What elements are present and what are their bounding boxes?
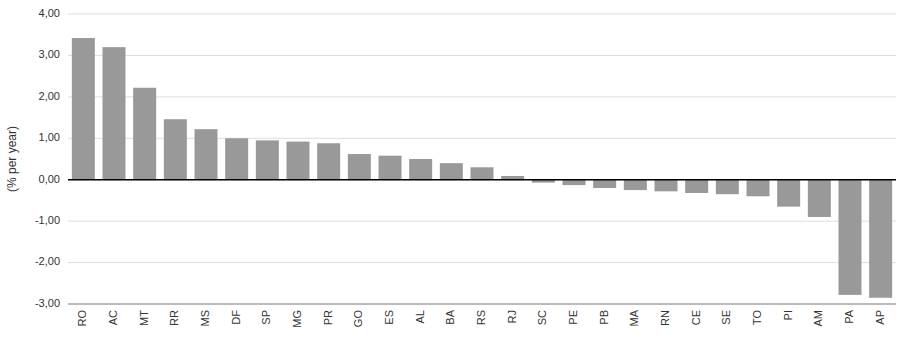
x-tick-label: ES [383,310,395,325]
bars [72,38,892,298]
grid-line [68,262,896,263]
x-tick-label: AM [812,310,824,327]
y-tick-label: 4,00 [39,7,60,19]
grid-line [68,138,896,139]
grid-line [68,304,896,305]
bar [563,180,586,185]
y-tick-label: -1,00 [35,214,60,226]
x-tick-label: TO [751,310,763,326]
x-tick-label: AL [414,310,426,323]
x-tick-label: PB [598,310,610,325]
y-axis: -3,00 -2,00 -1,00 0,00 1,00 2,00 3,00 4,00 [35,7,60,309]
bar [777,180,800,207]
x-tick-label: RN [659,310,671,326]
bar [379,156,402,180]
bar [747,180,770,197]
bar [471,167,494,179]
x-tick-label: BA [444,309,456,324]
x-tick-label: PI [782,310,794,320]
bar [317,143,340,179]
bar [72,38,95,180]
grid-line [68,55,896,56]
x-tick-label: PR [322,310,334,325]
x-tick-label: RO [76,310,88,327]
x-tick-label: AC [107,310,119,325]
x-tick-label: PA [843,309,855,324]
bar [103,47,126,180]
x-tick-label: DF [230,310,242,325]
zero-line [68,179,896,181]
y-tick-label: -3,00 [35,297,60,309]
bar [716,180,739,195]
y-axis-label: (% per year) [5,126,19,192]
bar [808,180,831,217]
bar [133,88,156,180]
bar [256,140,279,179]
bar [348,154,371,180]
x-axis-line [68,304,896,305]
x-tick-label: SE [720,310,732,325]
grid-line [68,14,896,15]
x-tick-label: MG [291,310,303,328]
bar [225,138,248,179]
bar [624,180,647,190]
x-tick-label: GO [352,310,364,328]
x-tick-label: RR [168,310,180,326]
x-tick-label: MS [199,310,211,327]
bar [593,180,616,188]
grid-line [68,96,896,97]
bar [195,129,218,180]
grid-line [68,221,896,222]
bar [440,163,463,180]
bar [655,180,678,192]
y-tick-label: 3,00 [39,48,60,60]
bar [869,180,892,298]
x-tick-label: SC [536,310,548,325]
chart-container: -3,00 -2,00 -1,00 0,00 1,00 2,00 3,00 4,00 (% pe… [0,0,908,344]
y-tick-label: -2,00 [35,255,60,267]
bar [409,159,432,180]
bar [164,119,187,179]
x-tick-label: MA [628,309,640,326]
y-tick-label: 1,00 [39,131,60,143]
x-tick-label: SP [260,310,272,325]
x-tick-label: MT [138,310,150,326]
chart-svg: -3,00 -2,00 -1,00 0,00 1,00 2,00 3,00 4,00 (% pe… [0,0,908,344]
bar [839,180,862,295]
bar [685,180,708,193]
y-tick-label: 0,00 [39,173,60,185]
x-tick-label: RJ [506,310,518,323]
x-tick-label: AP [874,310,886,325]
x-tick-label: PE [567,310,579,325]
x-axis: RO AC MT RR MS DF SP MG PR GO ES AL BA RS RJ SC PE PB MA RN… [76,309,885,327]
x-tick-label: CE [690,310,702,325]
bar [287,142,310,180]
grid [68,14,896,304]
grid-line [68,179,896,180]
x-tick-label: RS [475,310,487,325]
y-tick-label: 2,00 [39,90,60,102]
